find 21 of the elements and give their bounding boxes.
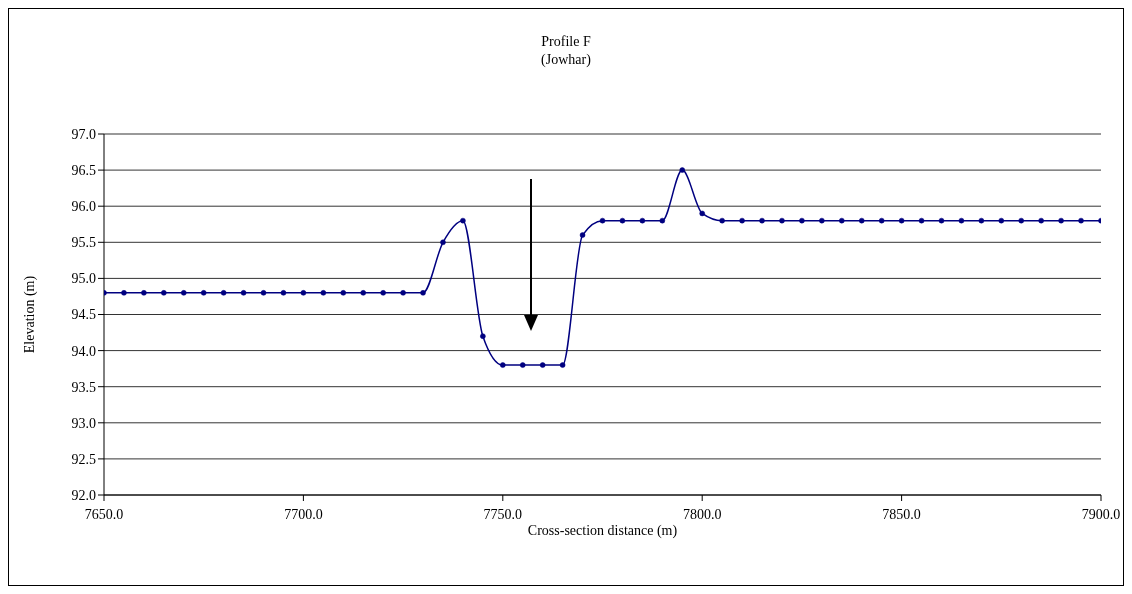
y-tick-label: 95.0 — [71, 271, 96, 287]
y-axis-title: Elevation (m) — [21, 275, 38, 354]
y-tick-label: 96.0 — [71, 199, 96, 215]
y-tick-label: 92.0 — [71, 487, 96, 503]
y-tick-label: 96.5 — [71, 163, 96, 179]
y-tick-label: 94.0 — [71, 343, 96, 359]
x-tick-label: 7800.0 — [682, 506, 722, 522]
y-tick-label: 92.5 — [71, 451, 96, 467]
x-tick-label: 7650.0 — [84, 506, 124, 522]
chart-subtitle: (Jowhar) — [540, 51, 592, 69]
y-tick-label: 95.5 — [71, 235, 96, 251]
y-tick-label: 94.5 — [71, 307, 96, 323]
y-tick-label: 93.5 — [71, 379, 96, 395]
chart-title: Profile F — [540, 33, 592, 51]
x-axis-title: Cross-section distance (m) — [527, 523, 678, 539]
x-tick-label: 7900.0 — [1081, 506, 1121, 522]
x-tick-label: 7750.0 — [483, 506, 523, 522]
y-tick-label: 97.0 — [71, 126, 96, 142]
x-tick-label: 7700.0 — [284, 506, 323, 522]
y-tick-label: 93.0 — [71, 415, 96, 431]
x-tick-label: 7850.0 — [882, 506, 921, 522]
